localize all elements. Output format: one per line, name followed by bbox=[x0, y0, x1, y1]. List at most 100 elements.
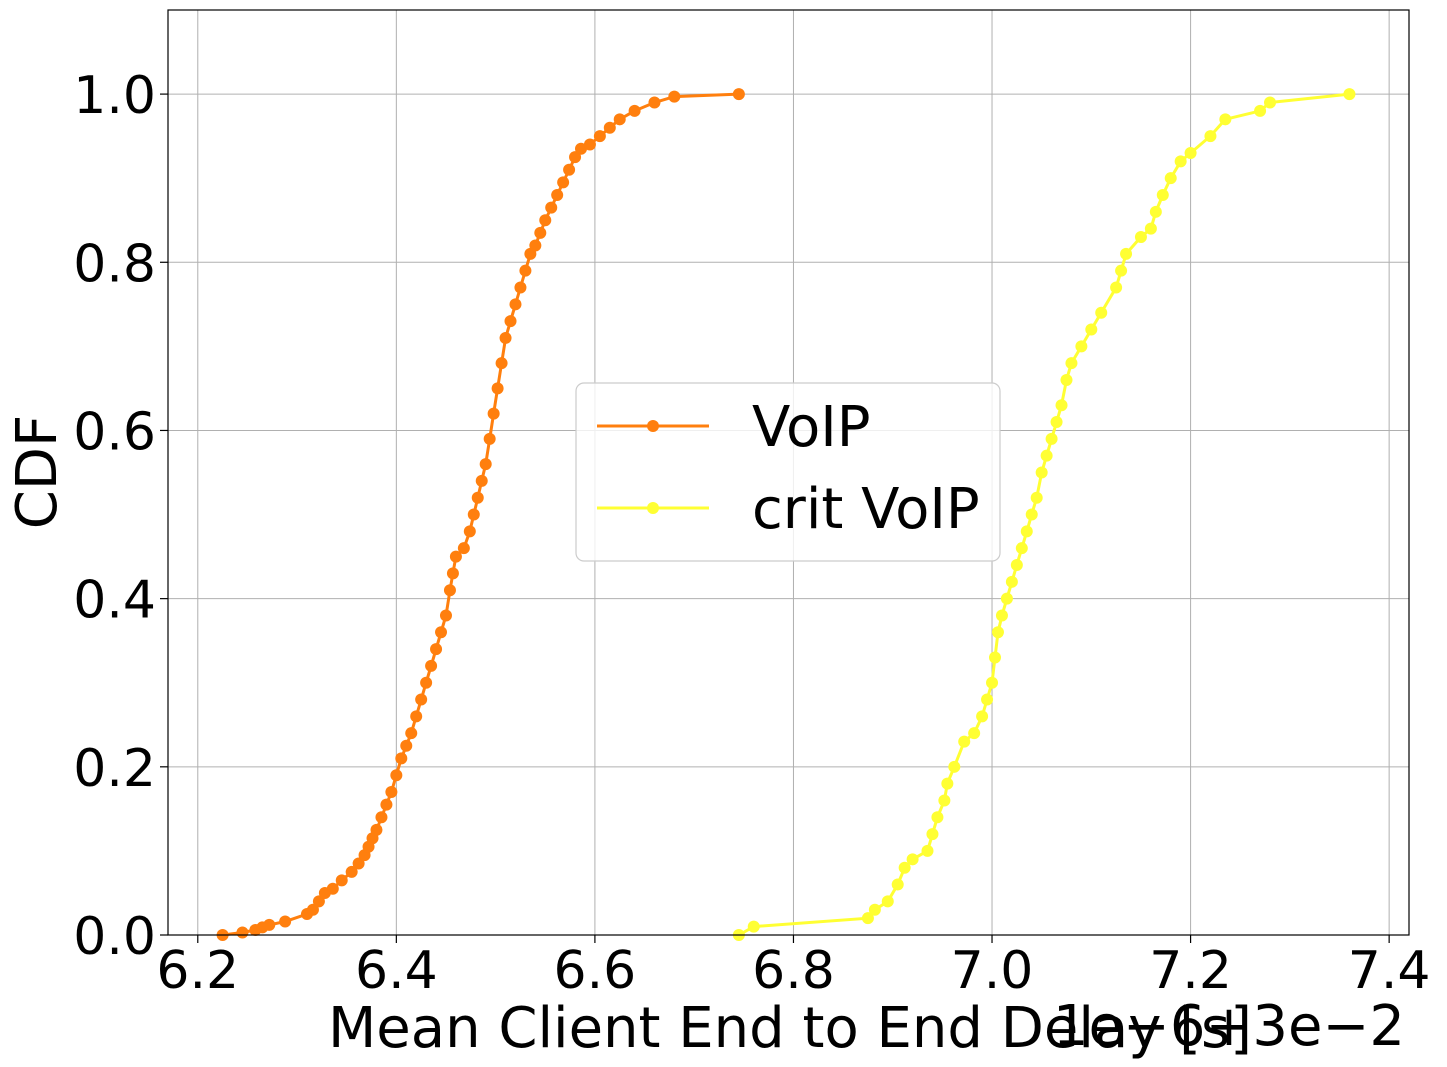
data-point bbox=[1025, 508, 1038, 521]
data-point bbox=[1015, 542, 1028, 555]
data-point bbox=[1060, 374, 1073, 386]
data-point bbox=[668, 90, 681, 103]
legend: VoIP crit VoIP bbox=[575, 382, 1001, 562]
data-point bbox=[1000, 592, 1013, 605]
data-point bbox=[1020, 525, 1033, 538]
data-point bbox=[1095, 306, 1108, 319]
data-point bbox=[648, 96, 661, 109]
data-point bbox=[1110, 281, 1123, 294]
data-point bbox=[926, 828, 939, 841]
data-point bbox=[906, 853, 919, 866]
data-point bbox=[976, 710, 989, 723]
data-point bbox=[425, 659, 438, 672]
data-point bbox=[370, 823, 383, 836]
data-point bbox=[457, 542, 470, 555]
data-point bbox=[483, 432, 496, 445]
data-point bbox=[495, 357, 508, 370]
data-point bbox=[958, 735, 971, 748]
data-point bbox=[326, 882, 339, 895]
data-point bbox=[628, 104, 641, 117]
data-point bbox=[898, 861, 911, 874]
data-point bbox=[563, 163, 576, 176]
legend-marker bbox=[647, 420, 659, 432]
data-point bbox=[430, 643, 443, 656]
data-point bbox=[1156, 189, 1169, 201]
series-crit-voip bbox=[732, 88, 1356, 941]
data-point bbox=[1065, 357, 1078, 370]
data-point bbox=[410, 710, 423, 723]
data-point bbox=[551, 189, 564, 201]
data-point bbox=[995, 609, 1008, 622]
data-point bbox=[1050, 416, 1063, 429]
data-point bbox=[1040, 449, 1053, 462]
data-point bbox=[557, 176, 570, 189]
y-tick-label: 0.8 bbox=[73, 234, 156, 294]
data-point bbox=[312, 895, 325, 908]
data-point bbox=[306, 903, 319, 916]
x-tick-label: 6.2 bbox=[156, 941, 239, 1001]
data-point bbox=[335, 874, 348, 887]
data-point bbox=[891, 878, 904, 891]
data-point bbox=[491, 382, 504, 395]
data-point bbox=[467, 508, 480, 521]
data-point bbox=[443, 584, 456, 597]
data-point bbox=[499, 331, 512, 344]
data-point bbox=[1264, 96, 1277, 109]
data-point bbox=[1343, 88, 1356, 101]
data-point bbox=[938, 794, 951, 807]
data-point bbox=[1184, 146, 1197, 159]
data-point bbox=[931, 811, 944, 824]
data-point bbox=[1055, 399, 1068, 412]
x-axis-label: Mean Client End to End Delay [s] bbox=[328, 996, 1252, 1061]
data-point bbox=[968, 727, 981, 740]
data-point bbox=[1045, 432, 1058, 445]
data-point bbox=[415, 693, 428, 706]
data-point bbox=[1149, 205, 1162, 218]
data-point bbox=[1254, 104, 1267, 117]
y-tick-label: 0.2 bbox=[73, 739, 156, 799]
x-tick-label: 6.6 bbox=[554, 941, 637, 1001]
data-point bbox=[375, 811, 388, 824]
legend-label: crit VoIP bbox=[752, 477, 980, 542]
data-point bbox=[575, 142, 588, 155]
data-point bbox=[529, 239, 542, 252]
data-point bbox=[986, 676, 999, 689]
data-point bbox=[603, 121, 616, 134]
data-point bbox=[1120, 247, 1133, 260]
data-point bbox=[509, 298, 522, 311]
data-point bbox=[948, 760, 961, 773]
data-point bbox=[479, 458, 492, 471]
data-point bbox=[941, 777, 954, 790]
data-point bbox=[991, 626, 1004, 639]
x-tick-label: 7.2 bbox=[1149, 941, 1232, 1001]
data-point bbox=[435, 626, 448, 639]
data-point bbox=[487, 407, 500, 420]
data-point bbox=[390, 769, 403, 782]
data-point bbox=[539, 214, 552, 227]
series-layer bbox=[216, 88, 1356, 941]
legend-marker bbox=[647, 502, 659, 514]
x-tick-label: 6.8 bbox=[752, 941, 835, 1001]
data-point bbox=[514, 281, 527, 294]
data-point bbox=[1010, 559, 1023, 571]
data-point bbox=[263, 918, 276, 931]
data-point bbox=[395, 752, 408, 765]
data-point bbox=[352, 857, 365, 870]
data-point bbox=[861, 912, 874, 925]
data-point bbox=[569, 151, 582, 164]
data-point bbox=[236, 926, 249, 939]
data-point bbox=[385, 786, 398, 799]
x-tick-label: 7.0 bbox=[951, 941, 1034, 1001]
y-tick-label: 0.0 bbox=[73, 907, 156, 967]
data-point bbox=[1085, 323, 1098, 336]
data-point bbox=[921, 844, 934, 857]
y-tick-label: 0.6 bbox=[73, 402, 156, 462]
data-point bbox=[732, 88, 745, 101]
legend-label: VoIP bbox=[752, 395, 871, 460]
data-point bbox=[279, 915, 292, 928]
data-point bbox=[868, 903, 881, 916]
y-axis-label: CDF bbox=[5, 415, 70, 529]
data-point bbox=[1204, 130, 1217, 143]
data-point bbox=[593, 130, 606, 143]
